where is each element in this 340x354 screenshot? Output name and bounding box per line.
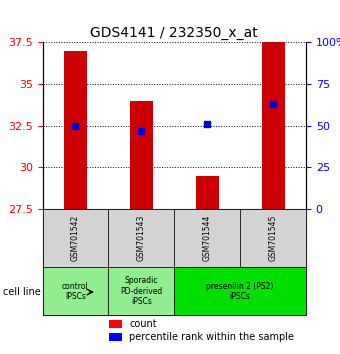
FancyBboxPatch shape <box>108 267 174 315</box>
FancyBboxPatch shape <box>240 209 306 267</box>
FancyBboxPatch shape <box>174 209 240 267</box>
Text: cell line: cell line <box>3 287 41 297</box>
Title: GDS4141 / 232350_x_at: GDS4141 / 232350_x_at <box>90 26 258 40</box>
Bar <box>195 176 219 209</box>
Text: percentile rank within the sample: percentile rank within the sample <box>129 332 294 342</box>
Point <box>204 121 210 127</box>
Text: control
IPSCs: control IPSCs <box>62 281 89 301</box>
Text: GSM701544: GSM701544 <box>203 215 212 261</box>
Point <box>73 123 78 129</box>
Point <box>270 101 276 107</box>
Text: Sporadic
PD-derived
iPSCs: Sporadic PD-derived iPSCs <box>120 276 163 306</box>
Bar <box>261 42 285 209</box>
Point <box>139 128 144 133</box>
Text: GSM701542: GSM701542 <box>71 215 80 261</box>
Text: GSM701545: GSM701545 <box>269 215 277 261</box>
Text: GSM701543: GSM701543 <box>137 215 146 261</box>
Text: presenilin 2 (PS2)
iPSCs: presenilin 2 (PS2) iPSCs <box>206 281 274 301</box>
FancyBboxPatch shape <box>42 267 108 315</box>
FancyBboxPatch shape <box>174 267 306 315</box>
FancyBboxPatch shape <box>108 209 174 267</box>
FancyBboxPatch shape <box>42 209 108 267</box>
Text: count: count <box>129 319 157 329</box>
Bar <box>64 51 87 209</box>
Bar <box>130 101 153 209</box>
